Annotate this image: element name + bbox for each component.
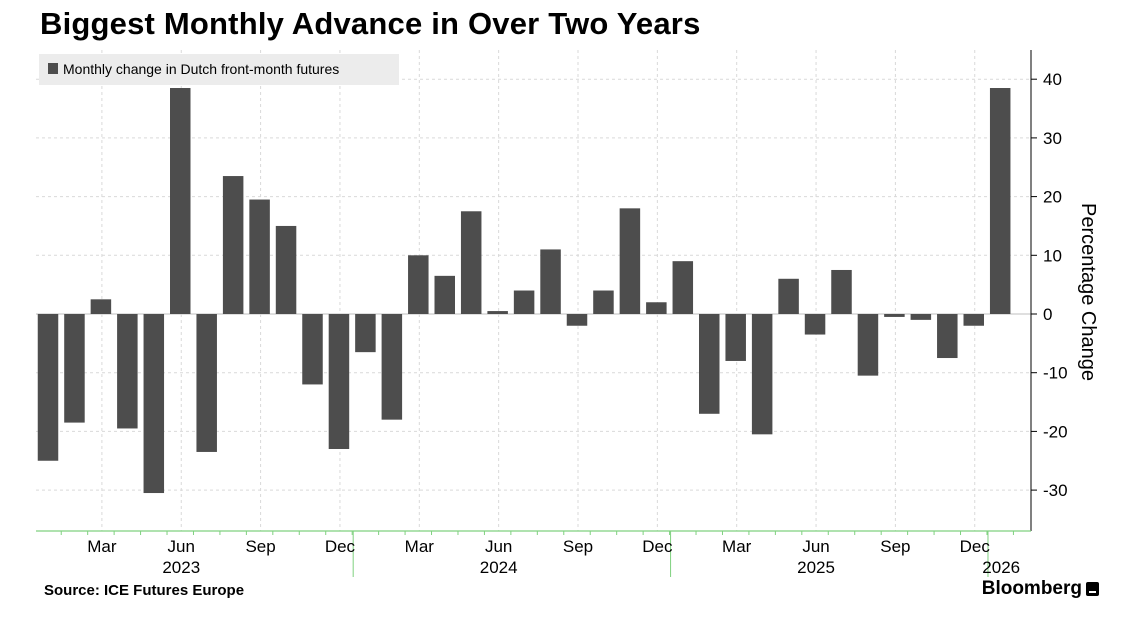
bar bbox=[831, 269, 852, 314]
x-year-label: 2023 bbox=[162, 558, 200, 577]
bar bbox=[804, 314, 826, 335]
legend: Monthly change in Dutch front-month futu… bbox=[39, 54, 399, 85]
bar bbox=[778, 278, 799, 314]
bar bbox=[302, 314, 323, 385]
x-tick-label: Sep bbox=[245, 537, 275, 556]
bar bbox=[249, 199, 270, 314]
x-tick-label: Jun bbox=[485, 537, 512, 556]
brand-logo: Bloomberg bbox=[982, 578, 1099, 600]
x-tick-label: Sep bbox=[563, 537, 593, 556]
axis-layer: 40 30 20 10 0 -10 -20 -30 Mar Jun Sep Dec Mar Jun Sep D… bbox=[36, 50, 1068, 577]
y-tick-label: -30 bbox=[1043, 481, 1068, 500]
bar bbox=[408, 255, 429, 314]
bars-layer bbox=[37, 88, 1011, 494]
x-tick-label: Dec bbox=[960, 537, 991, 556]
x-year-label: 2025 bbox=[797, 558, 835, 577]
x-tick-label: Sep bbox=[880, 537, 910, 556]
bar bbox=[884, 314, 905, 317]
x-tick-label: Jun bbox=[168, 537, 195, 556]
bar bbox=[170, 88, 191, 314]
bar bbox=[434, 275, 455, 314]
bar bbox=[963, 314, 984, 326]
x-tick-label: Dec bbox=[325, 537, 356, 556]
bar bbox=[90, 299, 112, 314]
bar bbox=[857, 314, 879, 376]
bar bbox=[328, 314, 350, 450]
y-tick-label: -20 bbox=[1043, 422, 1068, 441]
bar bbox=[64, 314, 85, 423]
bar bbox=[143, 314, 165, 494]
bar bbox=[910, 314, 932, 320]
bar bbox=[619, 208, 641, 314]
bar bbox=[381, 314, 403, 420]
bloomberg-terminal-icon bbox=[1086, 582, 1099, 596]
x-tick-label: Mar bbox=[87, 537, 117, 556]
y-tick-label: 30 bbox=[1043, 129, 1062, 148]
bar bbox=[725, 314, 746, 361]
x-tick-label: Mar bbox=[405, 537, 435, 556]
bar bbox=[989, 88, 1011, 314]
x-year-label: 2024 bbox=[480, 558, 518, 577]
bar bbox=[672, 261, 694, 314]
y-axis-label: Percentage Change bbox=[1077, 203, 1099, 381]
bar bbox=[275, 225, 297, 314]
x-tick-label: Jun bbox=[802, 537, 829, 556]
legend-swatch bbox=[48, 63, 58, 74]
y-tick-label: 20 bbox=[1043, 188, 1062, 207]
y-tick-label: -10 bbox=[1043, 364, 1068, 383]
bar bbox=[593, 290, 614, 314]
chart-title: Biggest Monthly Advance in Over Two Year… bbox=[40, 6, 701, 41]
y-tick-label: 0 bbox=[1043, 305, 1052, 324]
bar bbox=[37, 314, 59, 461]
legend-background bbox=[39, 54, 399, 85]
x-tick-label: Dec bbox=[642, 537, 673, 556]
bar bbox=[751, 314, 773, 435]
bar bbox=[646, 302, 667, 314]
bar bbox=[566, 314, 588, 326]
bar bbox=[937, 314, 958, 359]
x-tick-label: Mar bbox=[722, 537, 752, 556]
bar bbox=[487, 311, 508, 314]
bar bbox=[222, 176, 244, 314]
y-tick-label: 10 bbox=[1043, 246, 1062, 265]
bar bbox=[460, 211, 482, 314]
bar bbox=[117, 314, 138, 429]
legend-label: Monthly change in Dutch front-month futu… bbox=[63, 61, 339, 77]
bar bbox=[513, 290, 535, 314]
x-year-label: 2026 bbox=[982, 558, 1020, 577]
source-note: Source: ICE Futures Europe bbox=[44, 582, 245, 599]
bar bbox=[540, 249, 561, 314]
y-tick-label: 40 bbox=[1043, 70, 1062, 89]
bar bbox=[355, 314, 376, 353]
bar bbox=[699, 314, 720, 414]
bar bbox=[196, 314, 217, 452]
brand-name: Bloomberg bbox=[981, 578, 1082, 599]
